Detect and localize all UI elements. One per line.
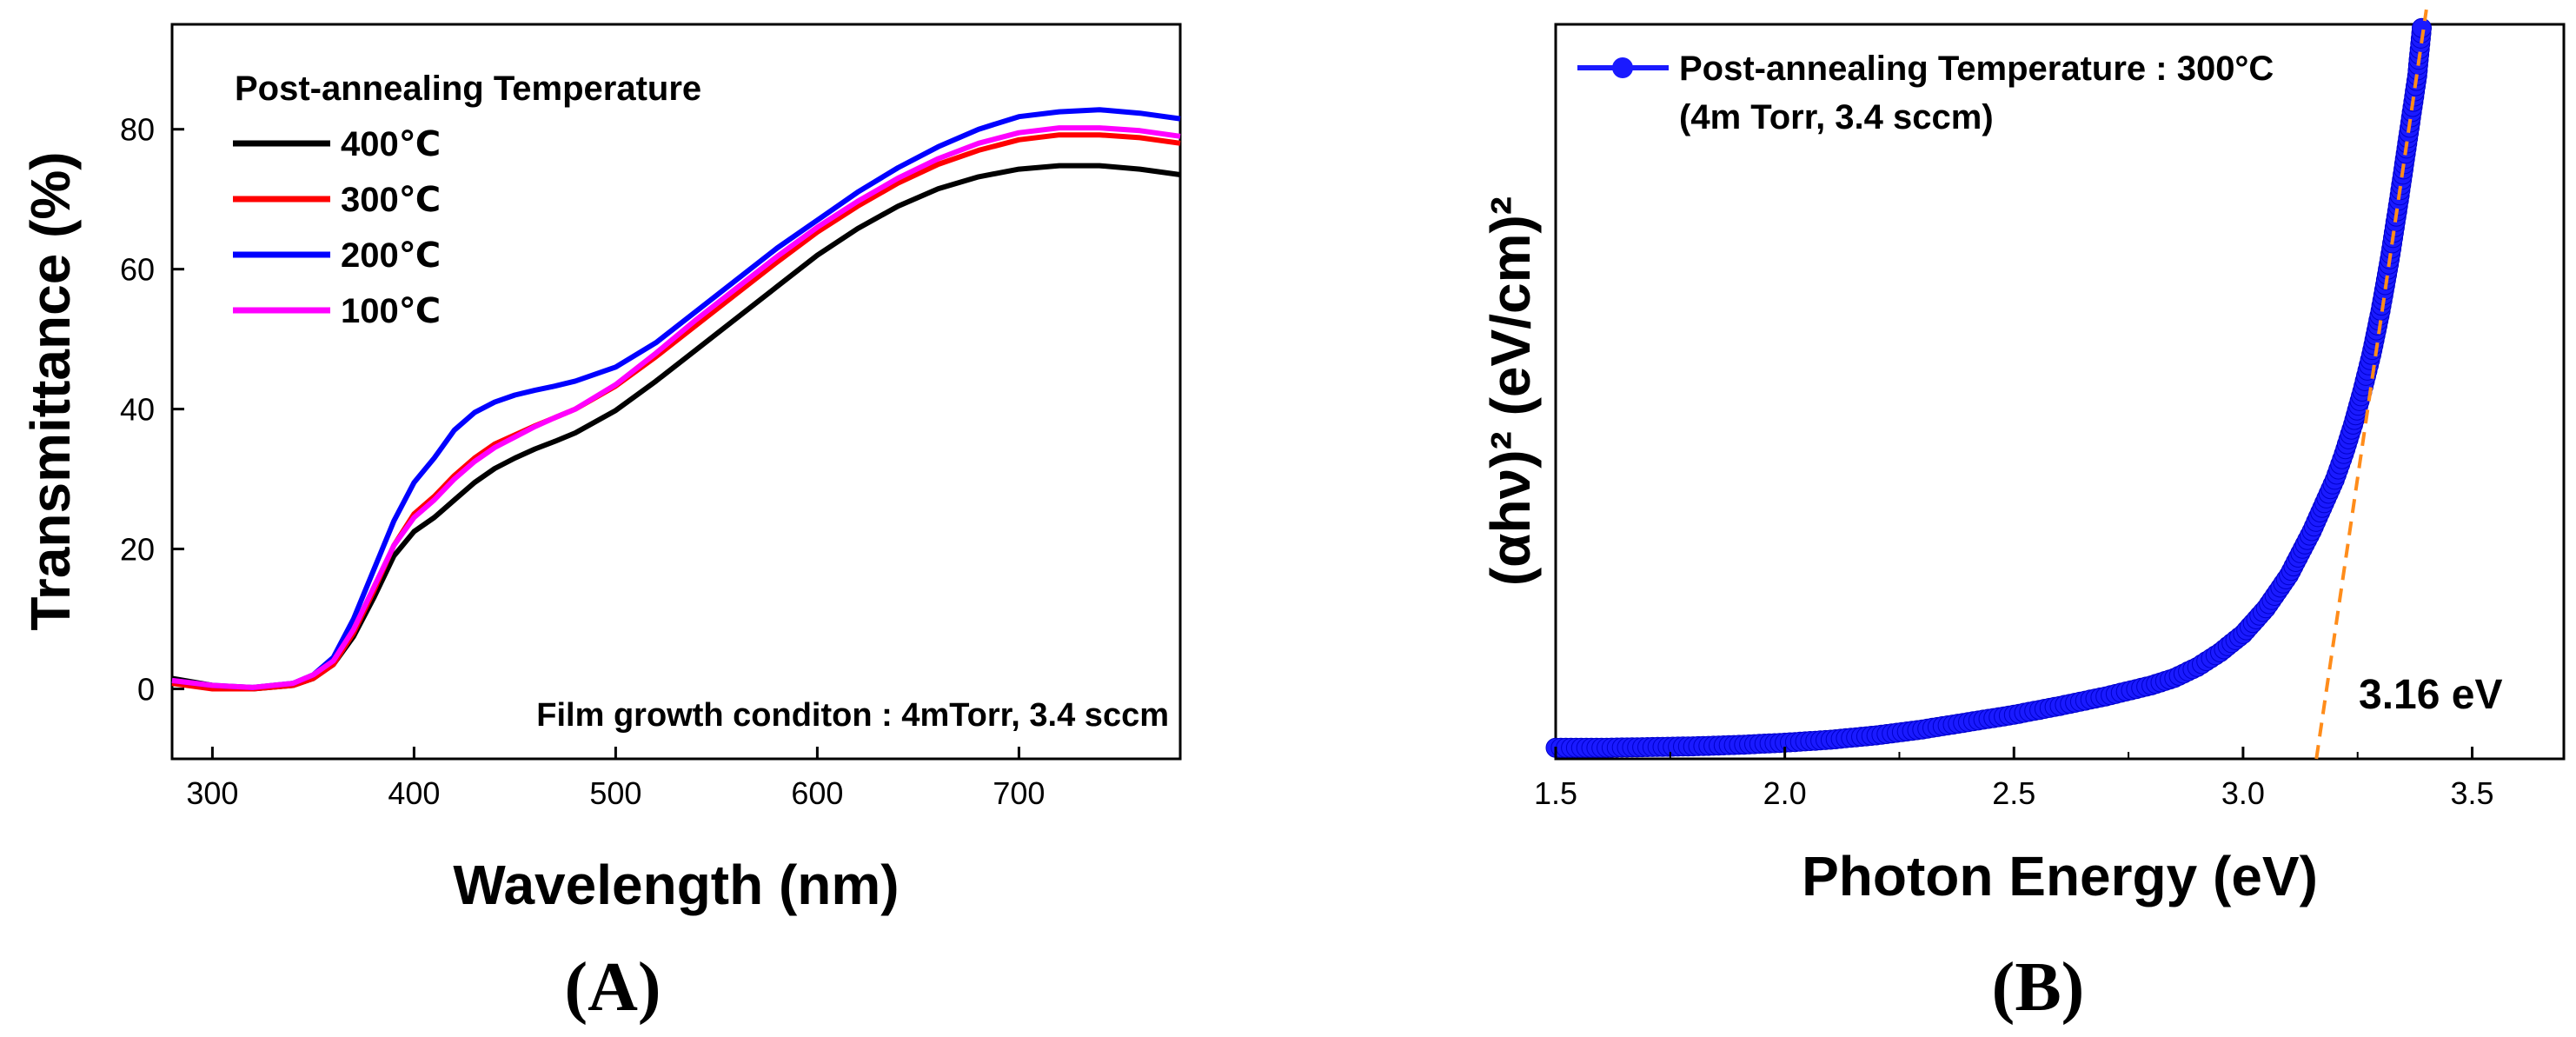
panel-a-legend-label-3: 100℃ xyxy=(341,292,441,330)
panel-a-plot-frame xyxy=(170,23,1182,761)
panel-b-plot-frame xyxy=(1554,23,2566,761)
panel-a-series-line-0 xyxy=(171,163,1181,692)
panel-a-legend-label-1: 300℃ xyxy=(341,181,441,219)
panel-b-legend-subtitle: (4m Torr, 3.4 sccm) xyxy=(1679,98,1994,136)
panel-b-legend-label: Post-annealing Temperature : 300°C xyxy=(1679,50,2274,88)
panel-a-y-tick-label: 20 xyxy=(120,532,155,568)
panel-a-y-tick-label: 40 xyxy=(120,392,155,428)
panel-a-legend-label-0: 400℃ xyxy=(341,125,441,163)
panel-a-series-line-2 xyxy=(171,107,1181,690)
panel-a-y-tick-label: 0 xyxy=(137,672,155,708)
panel-a-x-axis-title: Wavelength (nm) xyxy=(453,854,899,916)
panel-a-annotation: Film growth conditon : 4mTorr, 3.4 sccm xyxy=(536,697,1169,734)
panel-a-y-tick-label: 60 xyxy=(120,252,155,288)
panel-b-x-tick-label: 3.5 xyxy=(2451,775,2494,811)
panel-a-x-tick-label: 600 xyxy=(791,775,843,811)
panel-a-y-axis-title: Transmittance (%) xyxy=(19,151,82,630)
panel-a-transmittance-chart: 300 400 500 600 700 0 20 40 60 80 Wavelength (nm)… xyxy=(19,23,1182,1026)
panel-a-series-line-1 xyxy=(171,132,1181,692)
panel-a-series-line-3 xyxy=(171,125,1181,690)
panel-a-x-tick-label: 400 xyxy=(388,775,440,811)
panel-a-legend-label-2: 200℃ xyxy=(341,236,441,275)
panel-b-x-tick-label: 1.5 xyxy=(1534,775,1577,811)
panel-a-x-tick-label: 500 xyxy=(589,775,641,811)
panel-a-x-tick-label: 700 xyxy=(993,775,1045,811)
panel-b-tauc-plot: 1.5 2.0 2.5 3.0 3.5 Photon Energy (eV) (αhν)… xyxy=(1479,9,2566,1026)
panel-a-label: (A) xyxy=(564,949,661,1026)
panel-b-x-tick-label: 2.5 xyxy=(1992,775,2035,811)
panel-b-y-axis-title: (αhν)² (eV/cm)² xyxy=(1479,196,1542,586)
panel-b-x-tick-label: 3.0 xyxy=(2221,775,2265,811)
panel-b-label: (B) xyxy=(1992,949,2085,1026)
panel-b-fit-line xyxy=(2314,9,2428,760)
panel-b-bandgap-annotation: 3.16 eV xyxy=(2359,672,2502,718)
panel-b-legend-marker xyxy=(1612,57,1633,78)
panel-a-y-tick-label: 80 xyxy=(120,112,155,148)
panel-b-legend: Post-annealing Temperature : 300°C (4m T… xyxy=(1577,50,2274,136)
panel-b-x-axis-title: Photon Energy (eV) xyxy=(1802,845,2318,907)
panel-a-legend-title: Post-annealing Temperature xyxy=(235,70,701,108)
panel-b-x-tick-label: 2.0 xyxy=(1763,775,1807,811)
panel-a-x-tick-label: 300 xyxy=(186,775,238,811)
